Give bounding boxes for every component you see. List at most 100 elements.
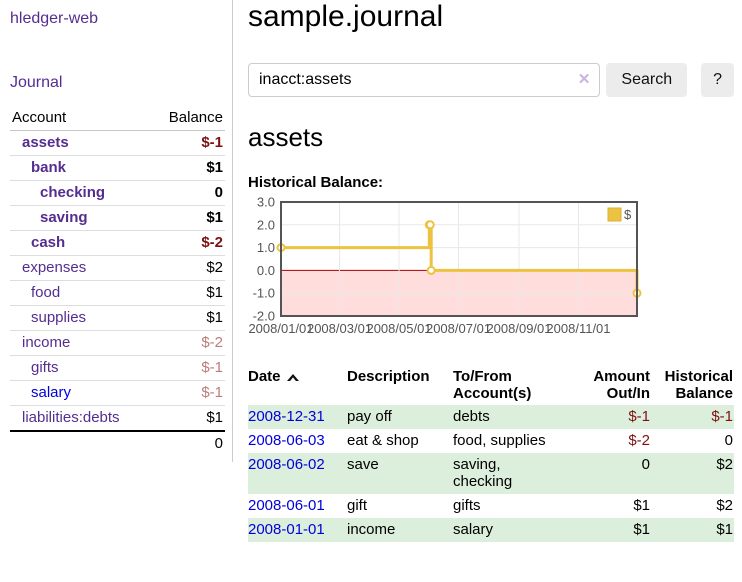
register-header-balance: Historical Balance: [664, 368, 733, 402]
transaction-accounts: saving, checking: [453, 453, 565, 494]
transaction-amount: $-2: [628, 432, 650, 449]
clear-search-icon[interactable]: ✕: [577, 71, 591, 88]
account-link[interactable]: salary: [31, 384, 72, 401]
account-link[interactable]: food: [31, 284, 61, 301]
transaction-balance: $1: [650, 518, 734, 542]
y-tick-label: -2.0: [253, 309, 275, 324]
account-link[interactable]: cash: [31, 234, 66, 251]
search-input[interactable]: [248, 63, 601, 97]
legend-label: $: [624, 207, 632, 222]
search-form: ✕ Search ?: [248, 63, 734, 97]
account-link[interactable]: supplies: [31, 309, 87, 326]
search-button[interactable]: Search: [606, 63, 688, 97]
account-name-cell: expenses: [10, 255, 151, 281]
account-row: supplies $1: [10, 305, 225, 331]
account-row: income $-2: [10, 330, 225, 356]
sidebar: hledger-web Journal Account Balance asse…: [0, 0, 233, 462]
transaction-row: 2008-12-31 pay off debts $-1 $-1: [248, 405, 734, 429]
account-row: expenses $2: [10, 255, 225, 281]
account-row: bank $1: [10, 155, 225, 181]
data-point: [425, 220, 435, 230]
transaction-date-link[interactable]: 2008-06-01: [248, 497, 325, 514]
account-name-cell: checking: [10, 180, 151, 206]
account-balance: $-2: [150, 330, 225, 356]
transaction-row: 2008-06-01 gift gifts $1 $2: [248, 494, 734, 518]
register-header-accounts: To/From Account(s): [453, 368, 532, 402]
transaction-date-link[interactable]: 2008-12-31: [248, 408, 325, 425]
x-tick-label: 2008/03/01: [307, 321, 372, 336]
nav-journal-link[interactable]: Journal: [10, 74, 63, 91]
register-header-row: Date Description To/From Account(s) Amou…: [248, 365, 734, 405]
account-link[interactable]: income: [22, 334, 71, 351]
account-row: cash $-2: [10, 230, 225, 256]
data-point: [426, 265, 436, 275]
app-title-link[interactable]: hledger-web: [10, 10, 99, 27]
account-link[interactable]: bank: [31, 159, 67, 176]
account-name-cell: income: [10, 330, 151, 356]
account-row: checking 0: [10, 180, 225, 206]
transaction-row: 2008-01-01 income salary $1 $1: [248, 518, 734, 542]
transaction-accounts: debts: [453, 405, 565, 429]
transaction-date-cell: 2008-06-03: [248, 429, 347, 453]
x-tick-label: 2008/01/01: [248, 321, 313, 336]
account-name-cell: liabilities:debts: [10, 405, 151, 432]
transaction-accounts: food, supplies: [453, 432, 546, 449]
transaction-date-link[interactable]: 2008-06-03: [248, 432, 325, 449]
legend-swatch: [607, 207, 622, 222]
account-balance: $2: [150, 255, 225, 281]
account-link[interactable]: gifts: [31, 359, 59, 376]
account-balance: $-1: [150, 380, 225, 406]
account-balance: 0: [150, 180, 225, 206]
account-heading: assets: [248, 122, 324, 152]
account-link[interactable]: expenses: [22, 259, 87, 276]
search-box: ✕: [248, 63, 601, 97]
transaction-amount: $1: [633, 497, 650, 514]
accounts-total-row: 0: [10, 430, 225, 456]
y-tick-label: 1.0: [257, 240, 275, 255]
accounts-total-value: 0: [10, 430, 225, 456]
register-header-amount: Amount Out/In: [593, 368, 650, 402]
account-name-cell: gifts: [10, 355, 151, 381]
transaction-balance: $2: [650, 453, 734, 494]
register-table: Date Description To/From Account(s) Amou…: [248, 365, 734, 542]
transaction-date-link[interactable]: 2008-01-01: [248, 521, 325, 538]
account-row: saving $1: [10, 205, 225, 231]
transaction-balance: $-1: [650, 405, 734, 429]
accounts-header-account: Account: [10, 107, 151, 131]
accounts-header-balance: Balance: [150, 107, 225, 131]
account-balance: $1: [150, 205, 225, 231]
x-tick-label: 2008/05/01: [366, 321, 431, 336]
main-content: sample.journal ✕ Search ? assets Histori…: [233, 0, 742, 562]
transaction-description: pay off: [347, 405, 453, 429]
account-link[interactable]: assets: [22, 134, 69, 151]
account-name-cell: supplies: [10, 305, 151, 331]
chart-svg: $3.0 2.0 1.0 0.0 -1.0 -2.02008/01/012008/03/0…: [248, 195, 642, 336]
transaction-amount: 0: [565, 453, 650, 494]
help-button[interactable]: ?: [701, 63, 734, 97]
register-header-date[interactable]: Date: [248, 365, 347, 405]
transaction-balance: 0: [724, 432, 733, 449]
historical-balance-chart: $3.0 2.0 1.0 0.0 -1.0 -2.0 2008/01/01 2008/03/0…: [248, 195, 734, 342]
account-link[interactable]: checking: [40, 184, 106, 201]
transaction-description: income: [347, 518, 453, 542]
account-link[interactable]: saving: [40, 209, 88, 226]
y-tick-label: -1.0: [253, 286, 275, 301]
plot-border: [280, 201, 638, 317]
account-balance: $1: [150, 280, 225, 306]
x-tick-label: 2008/09/01: [486, 321, 551, 336]
chart-label: Historical Balance:: [248, 174, 384, 191]
account-link[interactable]: liabilities:debts: [22, 409, 120, 426]
accounts-header-row: Account Balance: [10, 107, 225, 131]
transaction-amount: $-1: [565, 405, 650, 429]
y-tick-label: 0.0: [257, 263, 275, 278]
account-row: assets $-1: [10, 130, 225, 156]
transaction-amount: $1: [565, 518, 650, 542]
y-tick-label: 2.0: [257, 217, 275, 232]
account-row: gifts $-1: [10, 355, 225, 381]
transaction-row: 2008-06-02 save saving, checking 0 $2: [248, 453, 734, 494]
transaction-date-cell: 2008-01-01: [248, 518, 347, 542]
account-balance: $1: [150, 155, 225, 181]
transaction-date-cell: 2008-12-31: [248, 405, 347, 429]
transaction-date-link[interactable]: 2008-06-02: [248, 456, 325, 473]
y-tick-label: 3.0: [257, 195, 275, 210]
